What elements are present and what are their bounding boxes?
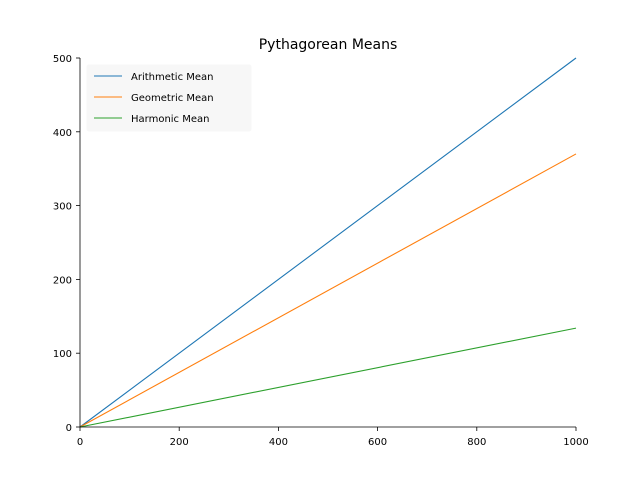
y-tick-label: 300 xyxy=(53,202,72,213)
plot-lines xyxy=(79,57,577,428)
legend-label-2: Harmonic Mean xyxy=(131,114,209,125)
x-tick-label: 600 xyxy=(368,437,387,448)
series-line-0 xyxy=(79,57,577,428)
y-axis-ticks: 0 100 200 300 400 500 xyxy=(53,54,80,434)
x-tick-label: 800 xyxy=(467,437,486,448)
series-line-1 xyxy=(79,153,577,428)
y-tick-label: 500 xyxy=(53,54,72,65)
y-tick-label: 400 xyxy=(53,128,72,139)
x-axis-ticks: 0 200 400 600 800 1000 xyxy=(77,427,589,448)
chart-title: Pythagorean Means xyxy=(259,37,398,53)
x-tick-label: 0 xyxy=(77,437,83,448)
legend-box xyxy=(86,64,252,132)
legend-label-1: Geometric Mean xyxy=(131,93,214,104)
y-tick-label: 0 xyxy=(66,423,72,434)
legend: Arithmetic Mean Geometric Mean Harmonic Me… xyxy=(86,64,252,132)
series-line-2 xyxy=(79,327,577,428)
x-tick-label: 200 xyxy=(170,437,189,448)
y-tick-label: 200 xyxy=(53,275,72,286)
x-tick-label: 1000 xyxy=(563,437,588,448)
legend-label-0: Arithmetic Mean xyxy=(131,72,214,83)
y-tick-label: 100 xyxy=(53,349,72,360)
x-tick-label: 400 xyxy=(269,437,288,448)
